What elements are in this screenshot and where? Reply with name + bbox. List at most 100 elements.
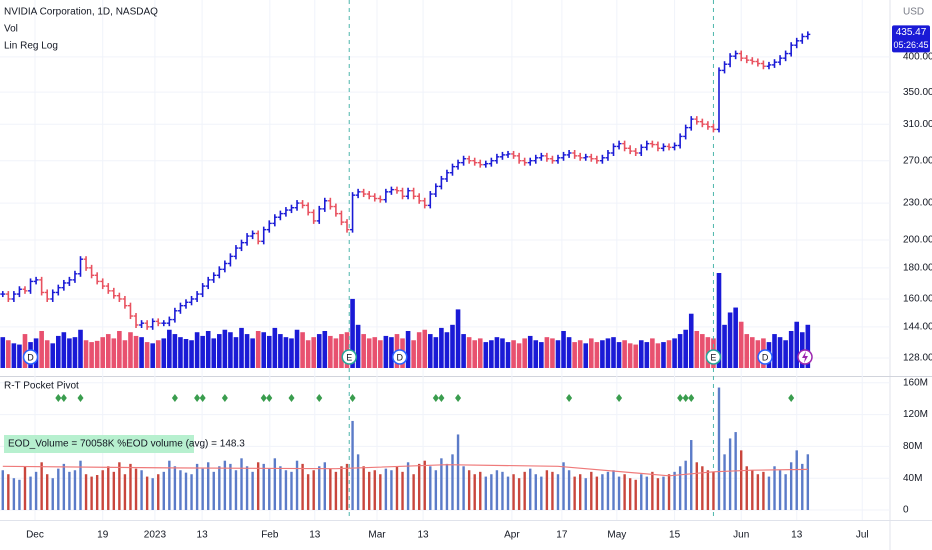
price-bar <box>777 55 783 66</box>
volume-bar <box>1 470 4 510</box>
event-label: D <box>762 352 769 362</box>
volume-bar <box>500 338 505 368</box>
price-bar <box>222 260 228 273</box>
price-bar <box>83 256 89 271</box>
volume-bar <box>90 476 93 510</box>
volume-bar <box>716 273 722 368</box>
volume-bar <box>239 327 244 368</box>
volume-bar <box>544 337 550 368</box>
volume-bar <box>461 334 466 368</box>
x-tick-label: 15 <box>669 530 681 541</box>
volume-bar <box>133 335 139 368</box>
price-bar <box>760 60 766 70</box>
volume-bar <box>211 338 217 368</box>
x-tick-label: May <box>607 530 626 541</box>
pocket-pivot <box>682 394 689 402</box>
price-bar <box>583 153 589 161</box>
volume-bar <box>423 460 426 510</box>
volume-bar <box>107 466 110 510</box>
price-bar <box>538 152 544 161</box>
volume-bar <box>183 339 189 368</box>
y-tick-label: 230.00 <box>903 198 932 209</box>
volume-bar <box>23 466 27 510</box>
volume-bar <box>601 474 604 510</box>
volume-bar <box>516 343 522 368</box>
volume-bar <box>151 478 154 510</box>
volume-bar <box>656 478 660 510</box>
y-tick-label: 200.00 <box>903 235 932 246</box>
volume-bar <box>606 471 610 510</box>
y-tick-label: 160M <box>903 377 928 388</box>
price-bar <box>733 50 739 60</box>
volume-bar <box>62 463 66 510</box>
volume-bar <box>195 463 199 510</box>
price-bar <box>627 145 633 155</box>
volume-bar <box>11 343 17 368</box>
price-bar <box>422 197 428 209</box>
volume-bar <box>573 476 576 510</box>
volume-bar <box>173 466 177 510</box>
price-bar <box>72 270 78 283</box>
price-bar <box>527 157 533 166</box>
volume-bar <box>312 470 315 510</box>
volume-bar <box>228 332 233 368</box>
price-bar <box>788 42 794 57</box>
volume-bar <box>472 340 478 368</box>
volume-bar <box>83 340 89 368</box>
volume-bar <box>638 340 644 368</box>
volume-bar <box>12 478 16 510</box>
price-bar <box>549 155 555 164</box>
volume-bar <box>483 342 489 368</box>
price-bar <box>699 118 705 128</box>
volume-bar <box>495 470 499 510</box>
price-bar <box>449 163 455 176</box>
y-tick-label: 144.00 <box>903 321 932 332</box>
price-bar <box>300 200 306 209</box>
volume-bar <box>600 340 605 368</box>
volume-bar <box>788 330 794 368</box>
volume-bar <box>439 327 444 368</box>
price-bar <box>366 191 372 200</box>
pocket-pivot <box>288 394 295 402</box>
volume-bar <box>18 479 21 510</box>
volume-bar <box>506 476 510 510</box>
volume-bar <box>50 343 56 368</box>
volume-bar <box>251 471 254 510</box>
volume-bar <box>550 338 555 368</box>
volume-bar <box>262 463 265 510</box>
lightning-icon <box>802 351 808 363</box>
volume-bar <box>640 474 643 510</box>
price-bar <box>139 320 145 328</box>
price-bar <box>89 264 95 279</box>
volume-bar <box>229 463 232 510</box>
volume-bar <box>306 474 310 510</box>
pocket-pivot <box>432 394 439 402</box>
pocket-pivot <box>438 394 445 402</box>
volume-bar <box>479 471 482 510</box>
price-bar <box>744 55 750 64</box>
volume-bar <box>245 466 249 510</box>
volume-bar <box>778 470 782 510</box>
volume-bar <box>440 458 443 510</box>
pocket-pivot <box>616 394 623 402</box>
volume-bar <box>84 474 88 510</box>
volume-bar <box>611 337 616 368</box>
price-bar <box>405 187 411 200</box>
volume-bar <box>333 338 339 368</box>
volume-bar <box>594 342 600 368</box>
price-bar <box>261 226 267 245</box>
volume-bar <box>207 462 210 510</box>
volume-bar <box>533 340 539 368</box>
volume-bar <box>340 466 343 510</box>
volume-bar <box>605 338 611 368</box>
volume-bar <box>688 313 694 368</box>
volume-bar <box>545 470 549 510</box>
volume-bar <box>139 337 144 368</box>
volume-bar <box>301 463 304 510</box>
price-bar <box>333 203 339 217</box>
price-bar <box>494 153 500 164</box>
volume-bar <box>295 460 299 510</box>
price-bar <box>255 230 261 245</box>
pocket-pivot <box>266 394 273 402</box>
volume-bar <box>161 338 167 368</box>
